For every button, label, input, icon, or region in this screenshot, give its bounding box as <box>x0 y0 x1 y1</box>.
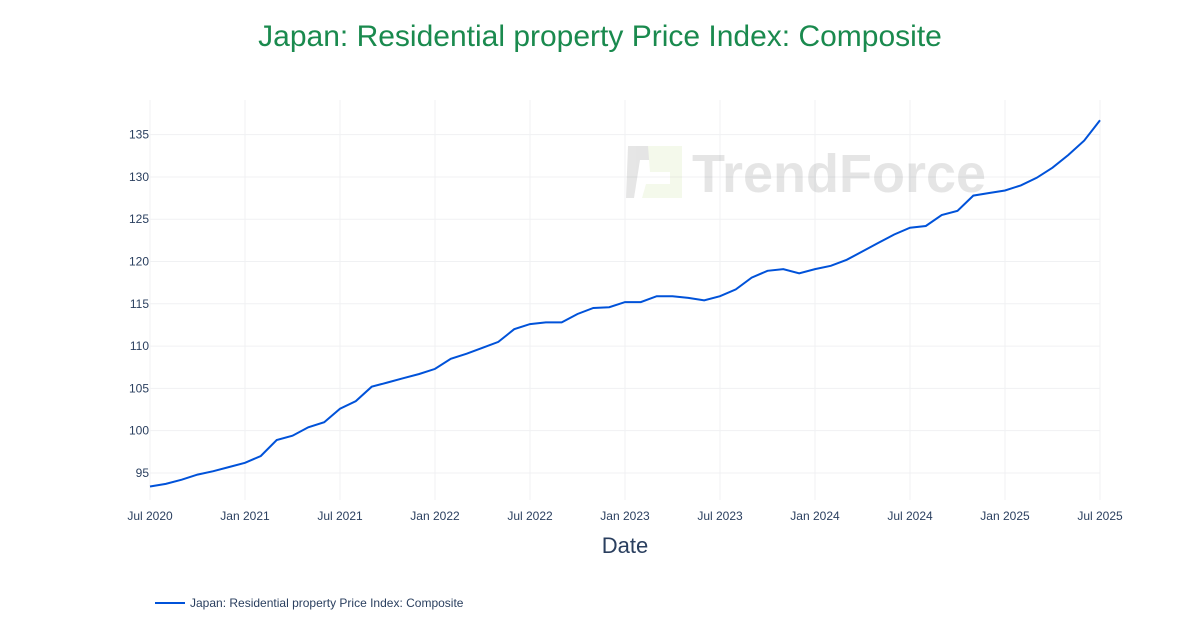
x-tick-label: Jul 2023 <box>697 509 743 523</box>
y-tick-label: 105 <box>129 381 149 395</box>
x-tick-label: Jul 2025 <box>1077 509 1123 523</box>
x-tick-label: Jul 2024 <box>887 509 933 523</box>
x-tick-label: Jan 2022 <box>410 509 460 523</box>
y-tick-label: 130 <box>129 170 149 184</box>
legend-swatch <box>155 602 185 604</box>
series-line <box>149 119 1101 488</box>
y-tick-label: 120 <box>129 255 149 269</box>
x-axis-label: Date <box>601 533 649 558</box>
x-tick-label: Jul 2022 <box>507 509 553 523</box>
chart-title: Japan: Residential property Price Index:… <box>258 20 942 53</box>
grid <box>149 100 1101 500</box>
x-tick-label: Jul 2020 <box>127 509 173 523</box>
y-tick-label: 110 <box>130 339 149 353</box>
x-tick-label: Jan 2021 <box>220 509 270 523</box>
x-tick-label: Jan 2025 <box>980 509 1030 523</box>
y-tick-label: 135 <box>129 128 149 142</box>
y-tick-label: 95 <box>136 466 150 480</box>
legend-label: Japan: Residential property Price Index:… <box>190 596 464 610</box>
svg-text:TrendForce: TrendForce <box>692 144 986 204</box>
x-tick-label: Jan 2023 <box>600 509 650 523</box>
y-tick-label: 100 <box>129 424 149 438</box>
y-tick-label: 125 <box>129 212 149 226</box>
legend[interactable]: Japan: Residential property Price Index:… <box>155 596 463 610</box>
x-tick-label: Jul 2021 <box>317 509 363 523</box>
trendforce-watermark-logo: TrendForce <box>626 144 986 204</box>
x-tick-label: Jan 2024 <box>790 509 840 523</box>
y-tick-label: 115 <box>130 297 149 311</box>
